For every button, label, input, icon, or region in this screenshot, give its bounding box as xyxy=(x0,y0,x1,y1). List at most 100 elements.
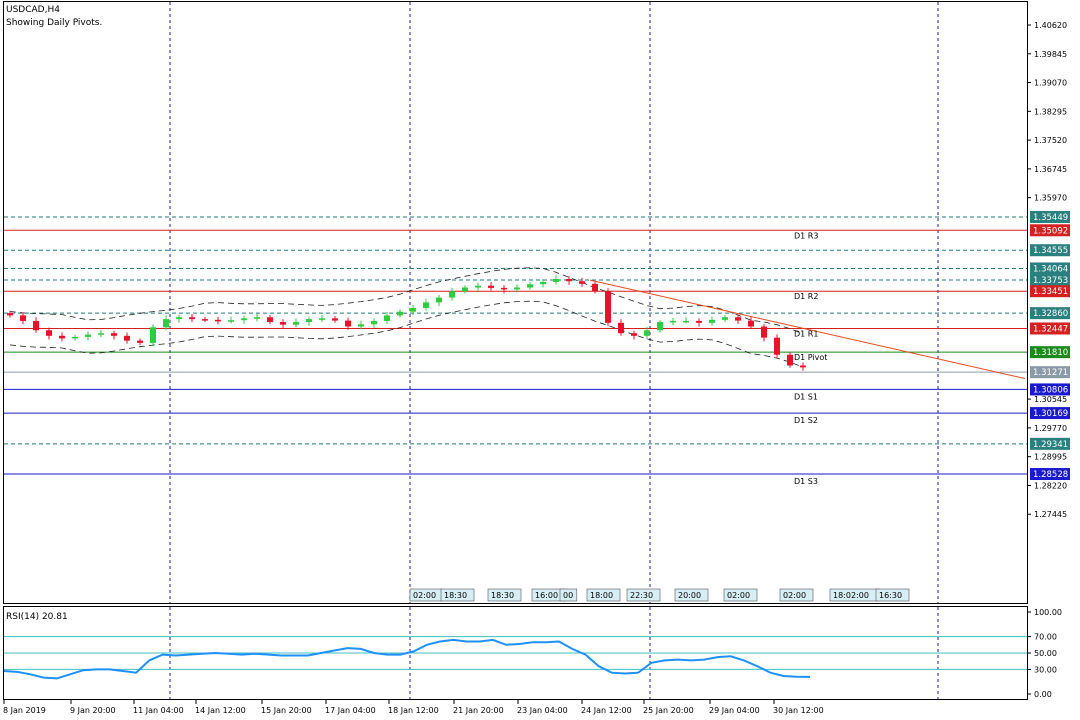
bull-candle[interactable] xyxy=(358,324,364,327)
bull-candle[interactable] xyxy=(241,318,247,321)
time-marker: 00 xyxy=(563,591,573,600)
bear-candle[interactable] xyxy=(761,326,767,338)
bear-candle[interactable] xyxy=(592,283,598,292)
bull-candle[interactable] xyxy=(657,322,663,331)
bear-candle[interactable] xyxy=(579,281,585,284)
y-tick-label: 1.36745 xyxy=(1034,165,1067,174)
bear-candle[interactable] xyxy=(215,319,221,322)
pivot-labels: D1 R3 D1 R2 D1 R1 D1 Pivot D1 S1 D1 S2 D1 S3 xyxy=(794,231,827,486)
x-tick-label: 15 Jan 20:00 xyxy=(261,706,312,715)
bear-candle[interactable] xyxy=(488,285,494,288)
y-tick-label: 1.39070 xyxy=(1034,79,1067,88)
pivot-tag-bg xyxy=(1030,383,1070,396)
bull-candle[interactable] xyxy=(228,320,234,322)
bull-candle[interactable] xyxy=(475,285,481,288)
bear-candle[interactable] xyxy=(59,335,65,339)
bull-candle[interactable] xyxy=(254,317,260,319)
pivot-tag-bg xyxy=(1030,322,1070,335)
bear-candle[interactable] xyxy=(267,317,273,323)
bear-candle[interactable] xyxy=(20,315,26,321)
pivot-tag: 1.30806 xyxy=(1033,385,1068,395)
bull-candle[interactable] xyxy=(644,330,650,336)
pivot-tag: 1.28528 xyxy=(1033,470,1068,480)
bear-candle[interactable] xyxy=(800,365,806,368)
bear-candle[interactable] xyxy=(137,340,143,343)
bull-candle[interactable] xyxy=(384,315,390,321)
bear-candle[interactable] xyxy=(33,320,39,331)
bull-candle[interactable] xyxy=(423,302,429,308)
bull-candle[interactable] xyxy=(319,318,325,320)
bear-candle[interactable] xyxy=(618,322,624,334)
time-marker-bg xyxy=(487,588,522,602)
pivot-tag: 1.35092 xyxy=(1033,226,1068,236)
level-tag-bg xyxy=(1030,244,1070,257)
bull-candle[interactable] xyxy=(293,322,299,325)
bear-candle[interactable] xyxy=(787,354,793,366)
x-tick-label: 11 Jan 04:00 xyxy=(133,706,184,715)
pivot-note: Showing Daily Pivots. xyxy=(6,18,102,28)
bear-candle[interactable] xyxy=(189,317,195,320)
x-tick-label: 14 Jan 12:00 xyxy=(195,706,246,715)
bear-candle[interactable] xyxy=(774,337,780,355)
bull-candle[interactable] xyxy=(670,320,676,323)
bull-candle[interactable] xyxy=(436,297,442,303)
bull-candle[interactable] xyxy=(163,319,169,328)
bear-candle[interactable] xyxy=(748,320,754,327)
level-tag: 1.32860 xyxy=(1033,309,1068,319)
bear-candle[interactable] xyxy=(202,319,208,321)
candlesticks xyxy=(7,275,806,371)
bull-candle[interactable] xyxy=(514,287,520,290)
bull-candle[interactable] xyxy=(722,317,728,320)
bear-candle[interactable] xyxy=(735,317,741,321)
y-tick-label: 1.28220 xyxy=(1034,481,1067,490)
trendline[interactable] xyxy=(589,279,1026,380)
bull-candle[interactable] xyxy=(72,336,78,339)
bull-candle[interactable] xyxy=(553,278,559,282)
time-marker-bg xyxy=(723,588,758,602)
pivot-tag: 1.31810 xyxy=(1033,348,1068,358)
bull-candle[interactable] xyxy=(709,319,715,323)
level-lines xyxy=(4,229,1027,475)
bull-candle[interactable] xyxy=(85,334,91,337)
vertical-grid xyxy=(169,2,939,699)
bear-candle[interactable] xyxy=(696,320,702,323)
bear-candle[interactable] xyxy=(280,322,286,325)
bull-candle[interactable] xyxy=(306,319,312,323)
bear-candle[interactable] xyxy=(605,291,611,323)
bear-candle[interactable] xyxy=(566,278,572,282)
pivot-tag: 1.33451 xyxy=(1033,287,1068,297)
bull-candle[interactable] xyxy=(540,281,546,285)
bull-candle[interactable] xyxy=(176,317,182,320)
time-marker: 16:30 xyxy=(879,591,902,600)
time-markers: 02:00 18:30 18:30 16:00 00 18:00 22:30 20:00 02:… xyxy=(409,588,910,602)
level-tag-bg xyxy=(1030,437,1070,450)
bull-candle[interactable] xyxy=(527,284,533,288)
pivot-label: D1 R1 xyxy=(794,329,818,338)
bull-candle[interactable] xyxy=(397,311,403,316)
bull-candle[interactable] xyxy=(410,307,416,312)
current-price-tag: 1.31271 xyxy=(1033,368,1068,378)
bull-candle[interactable] xyxy=(449,291,455,298)
bull-candle[interactable] xyxy=(371,320,377,325)
bear-candle[interactable] xyxy=(332,318,338,321)
pivot-label: D1 S2 xyxy=(794,416,818,425)
bull-candle[interactable] xyxy=(98,333,104,335)
bear-candle[interactable] xyxy=(46,330,52,336)
bull-candle[interactable] xyxy=(683,320,689,323)
bear-candle[interactable] xyxy=(124,335,130,341)
x-tick-label: 29 Jan 04:00 xyxy=(709,706,760,715)
y-tick-label: 1.40620 xyxy=(1034,21,1067,30)
bear-candle[interactable] xyxy=(501,287,507,290)
time-marker: 16:00 xyxy=(535,591,558,600)
bull-candle[interactable] xyxy=(462,287,468,292)
envelope-bands xyxy=(9,267,804,368)
bear-candle[interactable] xyxy=(7,313,13,316)
x-tick-label: 17 Jan 04:00 xyxy=(325,706,376,715)
bear-candle[interactable] xyxy=(345,320,351,327)
envelope-lower xyxy=(9,300,804,368)
bear-candle[interactable] xyxy=(111,333,117,336)
trendline-segment[interactable] xyxy=(589,279,1026,380)
bear-candle[interactable] xyxy=(631,333,637,336)
bull-candle[interactable] xyxy=(150,327,156,343)
time-marker-bg xyxy=(626,588,661,602)
